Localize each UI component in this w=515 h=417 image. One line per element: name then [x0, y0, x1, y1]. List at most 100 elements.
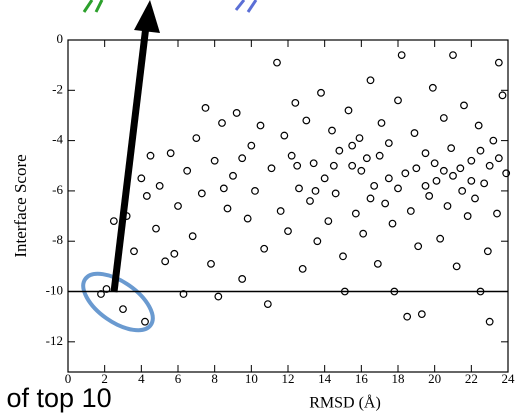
point [474, 121, 483, 130]
point [309, 159, 318, 168]
point [447, 144, 456, 153]
point [467, 156, 476, 165]
point [432, 176, 441, 185]
y-tick-label: 0 [57, 31, 64, 46]
point [485, 161, 494, 170]
point [449, 51, 457, 59]
point [232, 109, 241, 117]
point [142, 192, 151, 200]
point [410, 129, 419, 137]
annotation: 3 of top 10 [0, 383, 112, 413]
point [295, 184, 303, 193]
point [417, 310, 426, 319]
arrow [110, 25, 150, 293]
point [207, 259, 215, 268]
point [489, 136, 498, 145]
point [359, 229, 368, 238]
point [421, 149, 430, 158]
point [381, 199, 390, 208]
point [298, 264, 307, 273]
point [152, 224, 160, 233]
point [188, 232, 197, 241]
y-tick-label: -4 [52, 132, 63, 147]
point [329, 161, 338, 170]
x-tick-label: 6 [175, 371, 182, 386]
point [403, 312, 412, 321]
decoration [82, 0, 104, 13]
point [430, 159, 439, 168]
point [397, 51, 406, 59]
y-axis-label: Interface Score [11, 154, 30, 257]
point [141, 317, 149, 326]
point [335, 146, 344, 155]
point [183, 166, 192, 175]
point [174, 202, 182, 210]
point [273, 58, 281, 67]
x-tick-label: 16 [355, 371, 369, 386]
point [284, 227, 292, 236]
point [377, 119, 386, 127]
point [238, 154, 247, 163]
point [357, 166, 366, 175]
point [302, 116, 311, 125]
point [229, 171, 237, 180]
decoration [234, 0, 258, 13]
point [247, 141, 256, 150]
point [251, 187, 259, 195]
point [375, 151, 384, 160]
point [313, 237, 322, 246]
point [260, 244, 269, 253]
point [355, 134, 364, 142]
x-tick-label: 8 [211, 371, 218, 386]
x-tick-label: 2 [101, 371, 108, 386]
point [130, 247, 138, 256]
point [412, 164, 421, 173]
point [306, 197, 314, 205]
point [267, 164, 276, 173]
point [476, 146, 485, 155]
point [388, 219, 397, 228]
point [483, 247, 492, 256]
point [493, 209, 501, 218]
point [170, 249, 179, 258]
point [401, 169, 410, 178]
point [373, 259, 382, 268]
point [324, 217, 333, 225]
y-tick-label: -6 [52, 182, 63, 197]
point [494, 58, 503, 67]
point [317, 88, 325, 97]
point [179, 290, 188, 298]
point [348, 161, 357, 170]
point [102, 285, 111, 293]
arrow-head [134, 0, 160, 33]
point [280, 131, 289, 140]
point [331, 189, 340, 198]
point [146, 151, 155, 160]
point [243, 214, 252, 223]
point [384, 174, 393, 183]
point [219, 184, 228, 193]
point [238, 275, 247, 283]
y-tick-label: -2 [52, 81, 63, 96]
point [463, 212, 472, 220]
y-tick-label: -8 [52, 232, 63, 247]
point [384, 139, 393, 148]
point [362, 154, 371, 163]
point [161, 257, 170, 266]
point [458, 187, 467, 195]
point [287, 151, 296, 160]
point [502, 169, 511, 178]
point [351, 209, 360, 218]
point [218, 119, 226, 127]
point [276, 207, 285, 215]
point [339, 252, 347, 261]
point [256, 121, 265, 130]
point [366, 194, 375, 203]
point [394, 184, 402, 193]
point [406, 207, 415, 215]
point [166, 149, 175, 158]
point [460, 101, 468, 110]
y-tick-label: -12 [46, 333, 63, 348]
